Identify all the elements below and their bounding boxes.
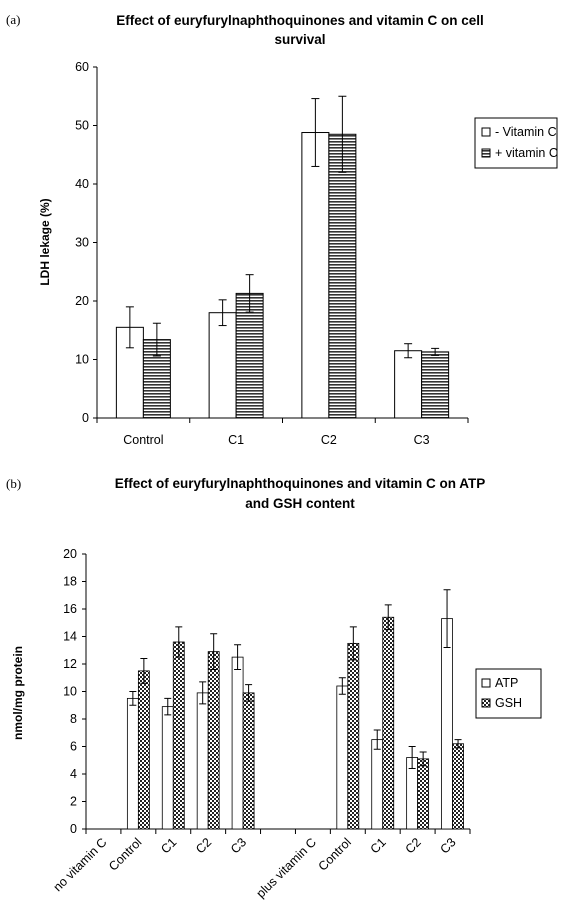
chart-a-bar bbox=[421, 351, 450, 419]
chart-b-y-tick-label: 6 bbox=[70, 740, 77, 754]
chart-b-bar bbox=[441, 618, 453, 830]
chart-a-legend-label: - Vitamin C bbox=[495, 125, 557, 139]
chart-a-bar bbox=[142, 339, 171, 419]
chart-a-title-line-1: Effect of euryfurylnaphthoquinones and v… bbox=[116, 13, 484, 28]
chart-b-category-label: C1 bbox=[158, 835, 179, 856]
chart-a-y-tick-label: 60 bbox=[75, 60, 89, 74]
chart-b-title-line-1: Effect of euryfurylnaphthoquinones and v… bbox=[115, 476, 486, 491]
chart-b-y-tick-label: 16 bbox=[63, 602, 77, 616]
chart-b-category-label: plus vitamin C bbox=[254, 835, 319, 900]
chart-a-title-line-2: survival bbox=[274, 32, 325, 47]
chart-b-y-axis-label: nmol/mg protein bbox=[11, 646, 25, 740]
chart-b-y-tick-label: 0 bbox=[70, 822, 77, 836]
chart-b: (b) Effect of euryfurylnaphthoquinones a… bbox=[6, 476, 542, 901]
chart-a-bar bbox=[208, 312, 237, 419]
chart-b-legend-label: ATP bbox=[495, 676, 518, 690]
chart-b-y-tick-label: 8 bbox=[70, 712, 77, 726]
chart-a-legend-swatch bbox=[481, 127, 491, 137]
chart-a-y-tick-label: 0 bbox=[82, 411, 89, 425]
chart-a-bar bbox=[394, 350, 423, 419]
chart-b-y-tick-label: 20 bbox=[63, 547, 77, 561]
chart-a-y-axis-label: LDH lekage (%) bbox=[38, 198, 52, 285]
chart-b-bar bbox=[382, 616, 395, 830]
chart-b-y-tick-label: 18 bbox=[63, 575, 77, 589]
chart-b-bar bbox=[452, 743, 464, 830]
chart-a-legend-swatch bbox=[481, 148, 491, 158]
panel-label-b: (b) bbox=[6, 476, 21, 491]
chart-a-category-label: C3 bbox=[414, 433, 430, 447]
chart-b-y-tick-label: 2 bbox=[70, 795, 77, 809]
chart-b-bar bbox=[417, 758, 430, 830]
chart-a-legend bbox=[474, 117, 558, 169]
chart-b-bar bbox=[196, 692, 209, 830]
chart-b-legend-swatch bbox=[481, 698, 491, 708]
chart-b-category-label: C2 bbox=[193, 835, 214, 856]
chart-b-category-label: C1 bbox=[368, 835, 389, 856]
chart-a-y-tick-label: 10 bbox=[75, 353, 89, 367]
chart-a-bar bbox=[301, 132, 330, 419]
chart-b-category-label: Control bbox=[106, 835, 144, 873]
chart-a: (a) Effect of euryfurylnaphthoquinones a… bbox=[6, 12, 558, 447]
chart-b-bar bbox=[172, 641, 185, 830]
panel-label-a: (a) bbox=[6, 12, 20, 27]
chart-b-category-label: C3 bbox=[437, 835, 458, 856]
chart-b-bar bbox=[137, 670, 150, 830]
chart-a-legend-label: + vitamin C bbox=[495, 146, 558, 160]
chart-b-y-tick-label: 12 bbox=[63, 657, 77, 671]
chart-a-y-tick-label: 30 bbox=[75, 236, 89, 250]
chart-b-legend-swatch bbox=[481, 678, 491, 688]
chart-b-category-label: Control bbox=[316, 835, 354, 873]
chart-b-bar bbox=[242, 692, 255, 830]
chart-a-bar bbox=[328, 133, 357, 419]
chart-b-y-tick-label: 4 bbox=[70, 767, 77, 781]
chart-b-title-line-2: and GSH content bbox=[245, 496, 355, 511]
chart-a-bar bbox=[235, 292, 264, 419]
chart-a-category-label: C2 bbox=[321, 433, 337, 447]
chart-b-category-label: no vitamin C bbox=[51, 835, 110, 894]
chart-b-bar bbox=[347, 642, 360, 830]
chart-a-y-tick-label: 20 bbox=[75, 294, 89, 308]
chart-b-bar bbox=[336, 685, 349, 830]
chart-b-legend bbox=[475, 668, 542, 719]
chart-b-bar bbox=[161, 706, 174, 830]
chart-b-bar bbox=[231, 656, 244, 830]
chart-b-bar bbox=[207, 651, 220, 830]
chart-a-category-label: Control bbox=[123, 433, 163, 447]
chart-b-bar bbox=[126, 697, 139, 830]
chart-a-y-tick-label: 40 bbox=[75, 177, 89, 191]
chart-a-y-tick-label: 50 bbox=[75, 119, 89, 133]
chart-b-y-tick-label: 10 bbox=[63, 685, 77, 699]
chart-b-bar bbox=[371, 739, 384, 830]
chart-b-y-tick-label: 14 bbox=[63, 630, 77, 644]
chart-b-category-label: C2 bbox=[403, 835, 424, 856]
chart-b-category-label: C3 bbox=[228, 835, 249, 856]
chart-b-legend-label: GSH bbox=[495, 696, 522, 710]
chart-a-category-label: C1 bbox=[228, 433, 244, 447]
